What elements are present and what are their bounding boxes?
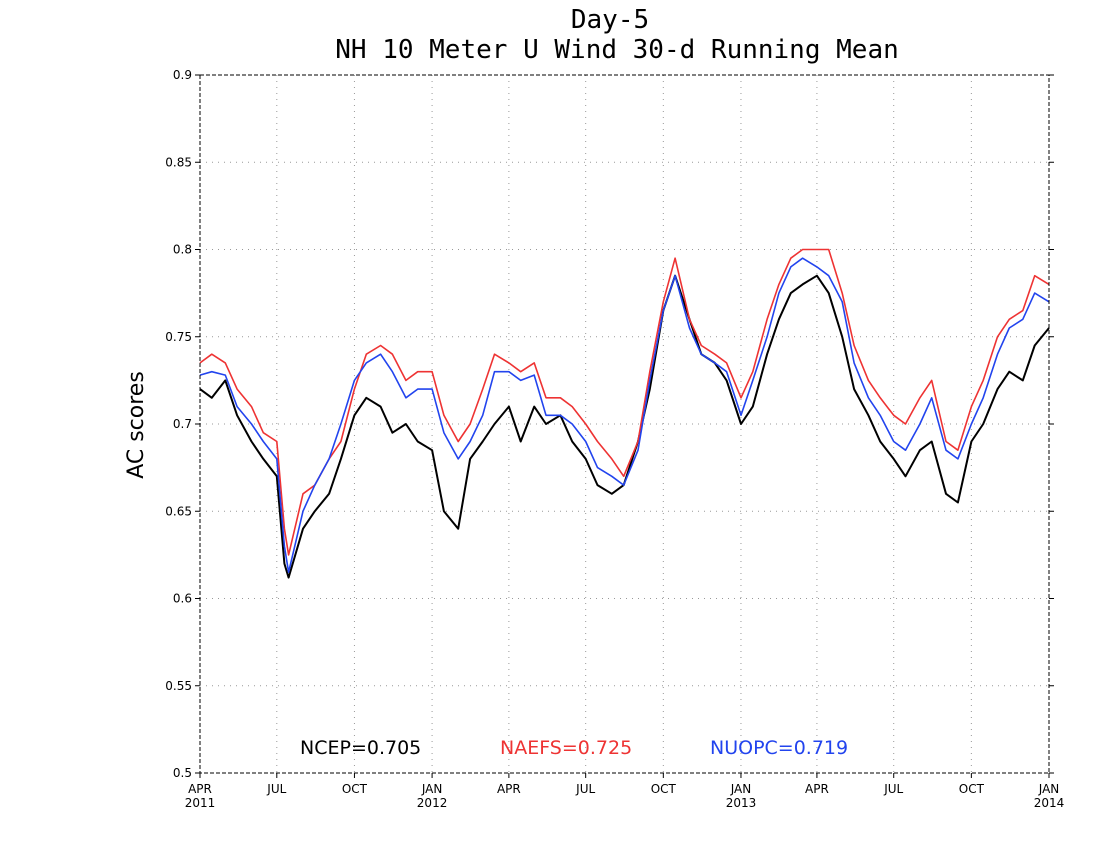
- grid: [200, 75, 1049, 773]
- x-tick-label: JAN: [421, 782, 443, 796]
- y-tick-label: 0.85: [165, 155, 192, 169]
- x-tick-year-label: 2012: [417, 796, 448, 810]
- x-tick-label: JUL: [266, 782, 286, 796]
- x-tick-label: JAN: [730, 782, 752, 796]
- series-line-ncep: [199, 274, 1050, 579]
- y-tick-label: 0.9: [173, 68, 192, 82]
- legend-entry-ncep: NCEP=0.705: [300, 737, 421, 759]
- y-axis: 0.5 0.55 0.6 0.65 0.7 0.75 0.8 0.85 0.9: [165, 68, 1054, 780]
- y-tick-label: 0.8: [173, 243, 192, 257]
- x-tick-label: APR: [805, 782, 829, 796]
- chart-subtitle: NH 10 Meter U Wind 30-d Running Mean: [335, 35, 899, 65]
- y-tick-label: 0.5: [173, 766, 192, 780]
- x-tick-year-label: 2014: [1034, 796, 1065, 810]
- legend-entry-naefs: NAEFS=0.725: [500, 737, 632, 759]
- x-tick-label: OCT: [651, 782, 677, 796]
- x-tick-label: APR: [188, 782, 212, 796]
- x-tick-year-label: 2011: [185, 796, 216, 810]
- y-tick-label: 0.55: [165, 679, 192, 693]
- y-axis-label: AC scores: [124, 371, 149, 479]
- x-tick-year-label: 2013: [726, 796, 757, 810]
- plot-frame: [199, 74, 1050, 774]
- legend-entry-nuopc: NUOPC=0.719: [710, 737, 848, 759]
- x-tick-label: APR: [497, 782, 521, 796]
- series-line-nuopc: [199, 257, 1050, 574]
- y-tick-label: 0.75: [165, 330, 192, 344]
- y-tick-label: 0.7: [173, 417, 192, 431]
- series-line-naefs: [199, 248, 1050, 556]
- y-tick-label: 0.6: [173, 592, 192, 606]
- x-tick-label: OCT: [959, 782, 985, 796]
- chart-title: Day-5: [571, 5, 649, 35]
- x-tick-label: JUL: [575, 782, 595, 796]
- x-tick-label: JAN: [1038, 782, 1060, 796]
- y-tick-label: 0.65: [165, 504, 192, 518]
- x-tick-label: OCT: [342, 782, 368, 796]
- legend: NCEP=0.705 NAEFS=0.725 NUOPC=0.719: [300, 737, 848, 759]
- x-tick-label: JUL: [883, 782, 903, 796]
- series-lines: [199, 248, 1050, 579]
